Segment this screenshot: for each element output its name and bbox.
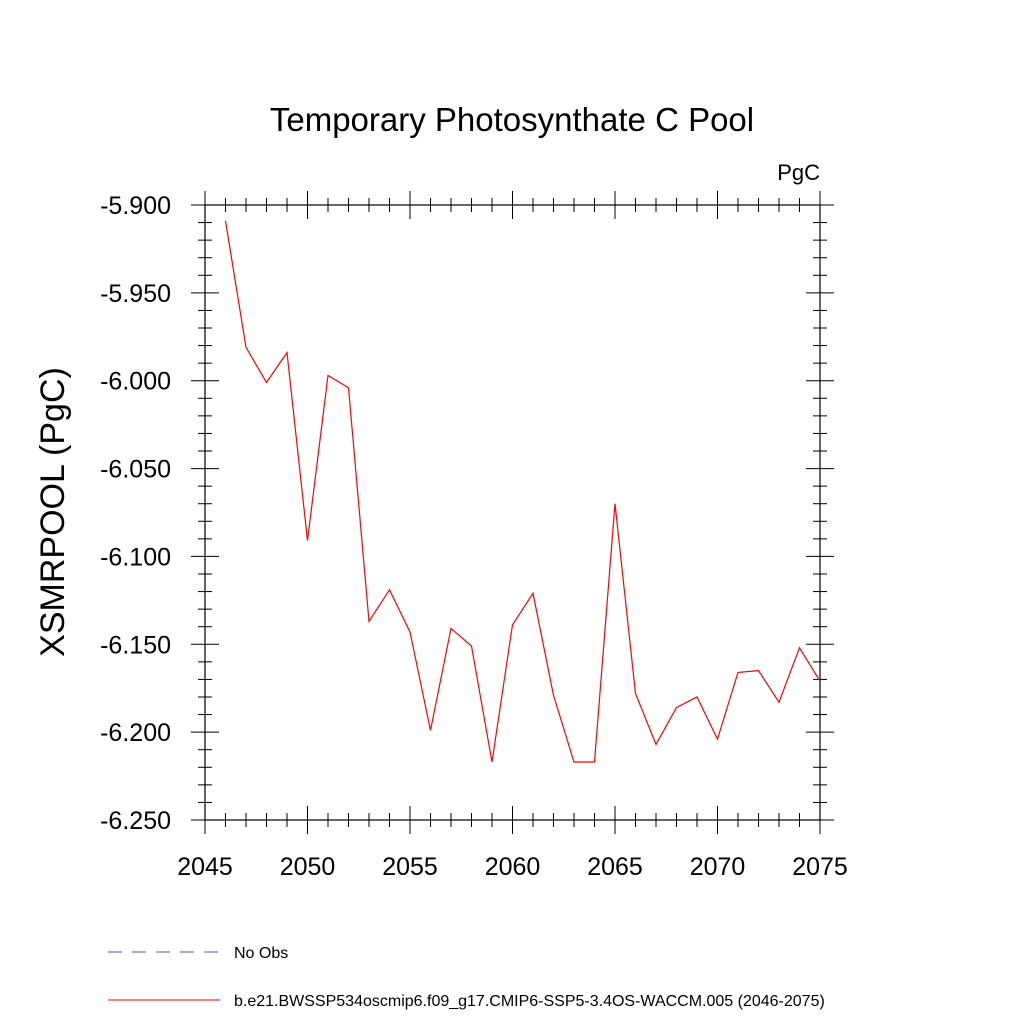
series-line <box>224 220 821 763</box>
axis-tick-labels: 2045 2050 2055 2060 2065 2070 2075 -5.900 -5.950… <box>100 192 848 881</box>
x-tick-label: 2070 <box>690 853 746 881</box>
y-tick-label: -6.050 <box>100 456 171 484</box>
y-axis-label: XSMRPOOL (PgC) <box>34 367 72 657</box>
y-tick-label: -6.250 <box>100 807 171 835</box>
y-tick-label: -5.950 <box>100 280 171 308</box>
x-tick-label: 2060 <box>485 853 541 881</box>
x-tick-label: 2045 <box>177 853 233 881</box>
legend-label: No Obs <box>234 945 288 962</box>
legend: No Obs b.e21.BWSSP534oscmip6.f09_g17.CMIP… <box>108 945 825 1010</box>
y-tick-label: -6.000 <box>100 368 171 396</box>
x-tick-label: 2050 <box>280 853 336 881</box>
y-tick-label: -6.150 <box>100 631 171 659</box>
chart-title: Temporary Photosynthate C Pool <box>270 101 754 138</box>
y-tick-label: -6.100 <box>100 543 171 571</box>
series-lines <box>224 220 821 763</box>
x-tick-label: 2075 <box>792 853 848 881</box>
y-tick-label: -5.900 <box>100 192 171 220</box>
plot-border <box>204 204 821 821</box>
units-label: PgC <box>777 160 820 185</box>
x-tick-label: 2065 <box>587 853 643 881</box>
x-tick-label: 2055 <box>382 853 438 881</box>
plot-frame <box>204 204 821 821</box>
axis-ticks <box>191 191 834 834</box>
y-tick-label: -6.200 <box>100 719 171 747</box>
legend-label: b.e21.BWSSP534oscmip6.f09_g17.CMIP6-SSP5… <box>234 993 825 1010</box>
